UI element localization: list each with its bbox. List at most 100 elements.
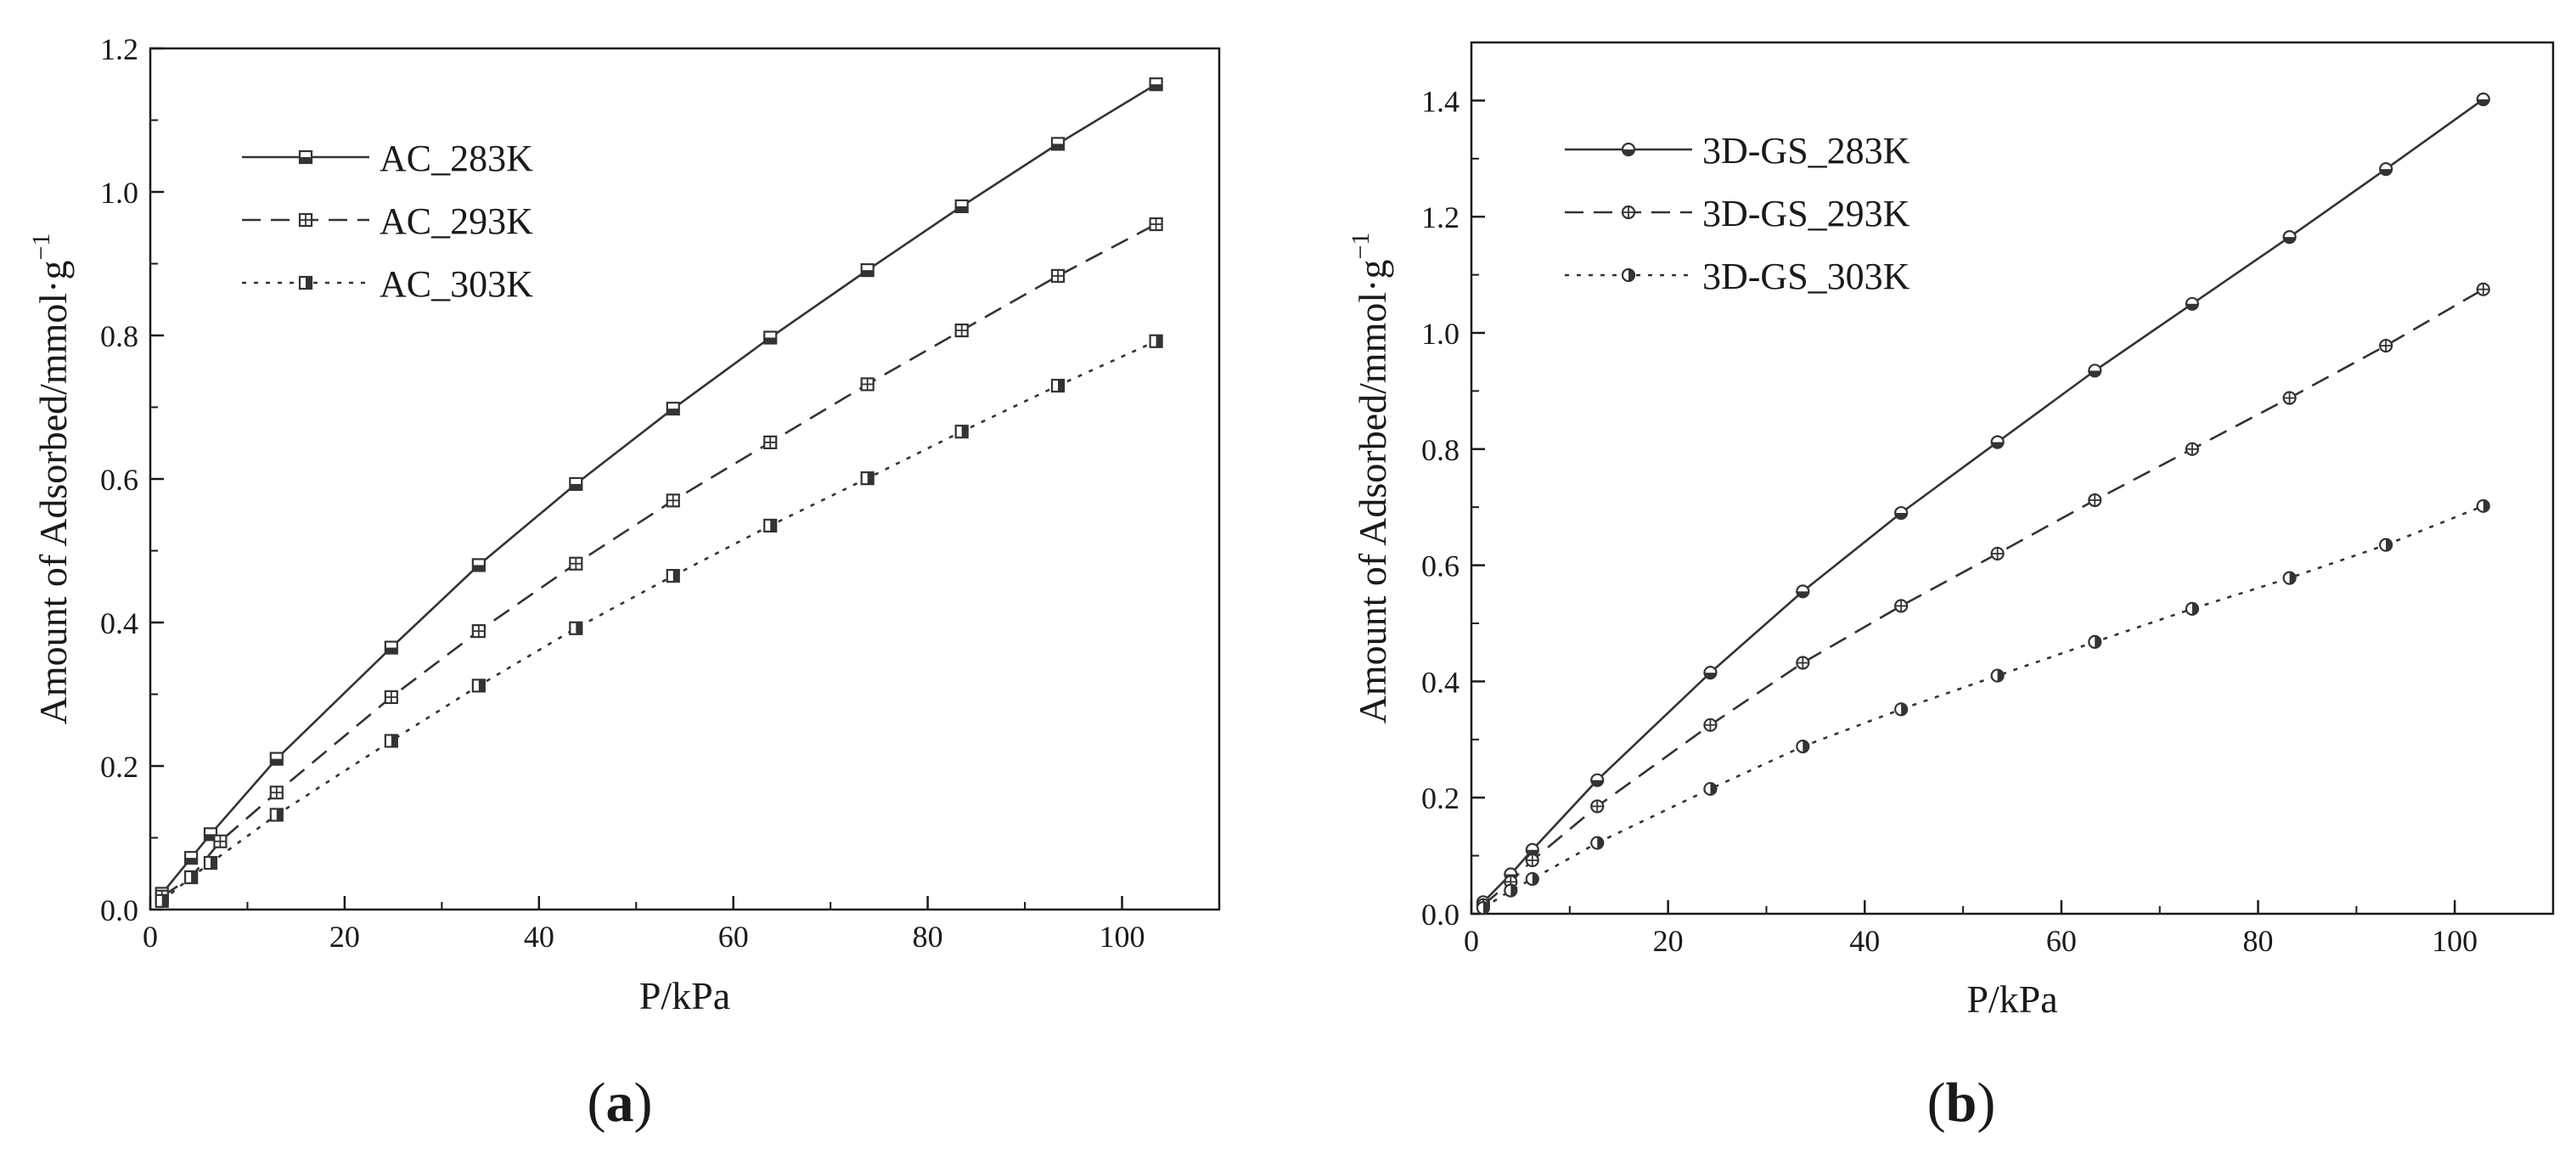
data-point [666,568,680,583]
legend-label: AC_293K [380,200,533,242]
legend-item: 3D-GS_293K [1565,193,1910,234]
data-point [763,435,778,450]
data-point [2088,363,2102,378]
y-axis-title: Amount of Adsorbed/mmol·g−1 [1347,233,1394,724]
y-tick-label: 0.6 [1421,549,1460,583]
y-tick-label: 1.0 [1421,317,1460,351]
series-line [1482,504,2484,910]
data-point [1894,702,1909,717]
data-point [1990,668,2005,683]
legend-item: AC_283K [242,138,533,179]
x-tick-label: 20 [329,920,360,954]
y-axis-title-superscript: −1 [27,234,55,261]
legend-marker [298,275,313,290]
data-point [384,690,398,704]
x-tick-label: 20 [1653,924,1684,958]
y-tick-label: 0.4 [100,606,138,640]
data-point [1050,137,1066,151]
data-point [2282,391,2297,405]
panel-label: (b) [1927,1072,1996,1134]
data-point [471,679,486,693]
legend-label: AC_283K [380,138,533,179]
chart-panel-b: 0 20 40 60 80 100 0.0 0.2 0.4 0.6 0.8 1.0 1.2 1.4 3D-G… [1347,41,2555,1134]
x-tick-label: 0 [1464,924,1479,958]
legend-label: 3D-GS_303K [1702,256,1910,297]
data-point [203,827,218,842]
legend-marker [1621,205,1636,220]
data-point [2088,634,2102,649]
y-tick-label: 0.6 [100,463,138,497]
y-tick-label: 1.2 [1421,200,1460,234]
y-tick-label: 1.4 [1421,84,1460,118]
data-point [1590,773,1605,787]
data-point [569,556,583,571]
y-tick-label: 0.8 [100,319,138,353]
data-point [203,855,218,870]
y-tick-label: 0.2 [1421,781,1460,815]
data-point [763,330,778,345]
data-point [1590,799,1605,814]
data-point [1796,584,1810,599]
data-point [1990,435,2005,449]
series-line [160,222,1157,898]
data-point [860,471,875,486]
data-point [183,870,199,885]
data-point [569,621,583,635]
data-point [666,493,680,508]
legend-label: 3D-GS_293K [1702,193,1910,234]
data-point [1703,666,1718,680]
series-AC_303K [155,334,1163,908]
legend-marker [298,149,313,165]
legend-item: AC_293K [242,200,533,242]
data-point [860,263,875,278]
legend-item: AC_303K [242,263,533,305]
data-point [2185,601,2200,617]
data-point [2476,499,2490,513]
x-tick-label: 100 [2432,924,2478,958]
y-tick-label: 0.0 [100,893,138,927]
data-point [269,752,284,766]
x-axis-title: P/kPa [639,974,730,1017]
x-axis: 0 20 40 60 80 100 [1464,900,2478,958]
series-3D-GS_303K [1476,499,2490,915]
data-point [384,734,398,748]
series-line [160,340,1157,902]
legend: AC_283K AC_293K AC_303K [242,138,533,305]
data-point [2088,493,2102,508]
data-point [666,402,680,416]
x-tick-label: 80 [2243,924,2274,958]
x-tick-label: 80 [913,920,943,954]
legend-label: AC_303K [380,263,533,305]
x-tick-label: 100 [1100,920,1145,954]
series-line [1482,288,2484,906]
data-point [1504,883,1518,898]
x-tick-label: 60 [2046,924,2077,958]
y-tick-label: 0.4 [1421,665,1460,699]
data-point [1525,853,1539,868]
data-point [1149,217,1163,232]
y-tick-label: 0.8 [1421,433,1460,467]
y-tick-label: 0.2 [100,750,138,784]
y-tick-label: 1.2 [100,32,138,66]
series-3D-GS_293K [1476,282,2490,912]
data-point [155,893,169,908]
legend-marker [1621,268,1636,283]
data-point [1525,871,1539,887]
data-point [860,377,875,391]
x-tick-label: 40 [524,920,554,954]
x-tick-label: 40 [1849,924,1880,958]
data-point [471,624,486,639]
data-point [183,851,199,865]
data-point [1590,836,1605,850]
data-point [2282,230,2297,245]
data-point [1149,334,1163,348]
data-point [2185,442,2200,456]
data-point [569,476,583,492]
data-point [1476,901,1490,915]
data-point [1990,546,2005,561]
plot-frame [1470,41,2555,915]
data-point [2282,571,2297,585]
legend-item: 3D-GS_283K [1565,130,1910,172]
data-point [2476,92,2490,107]
